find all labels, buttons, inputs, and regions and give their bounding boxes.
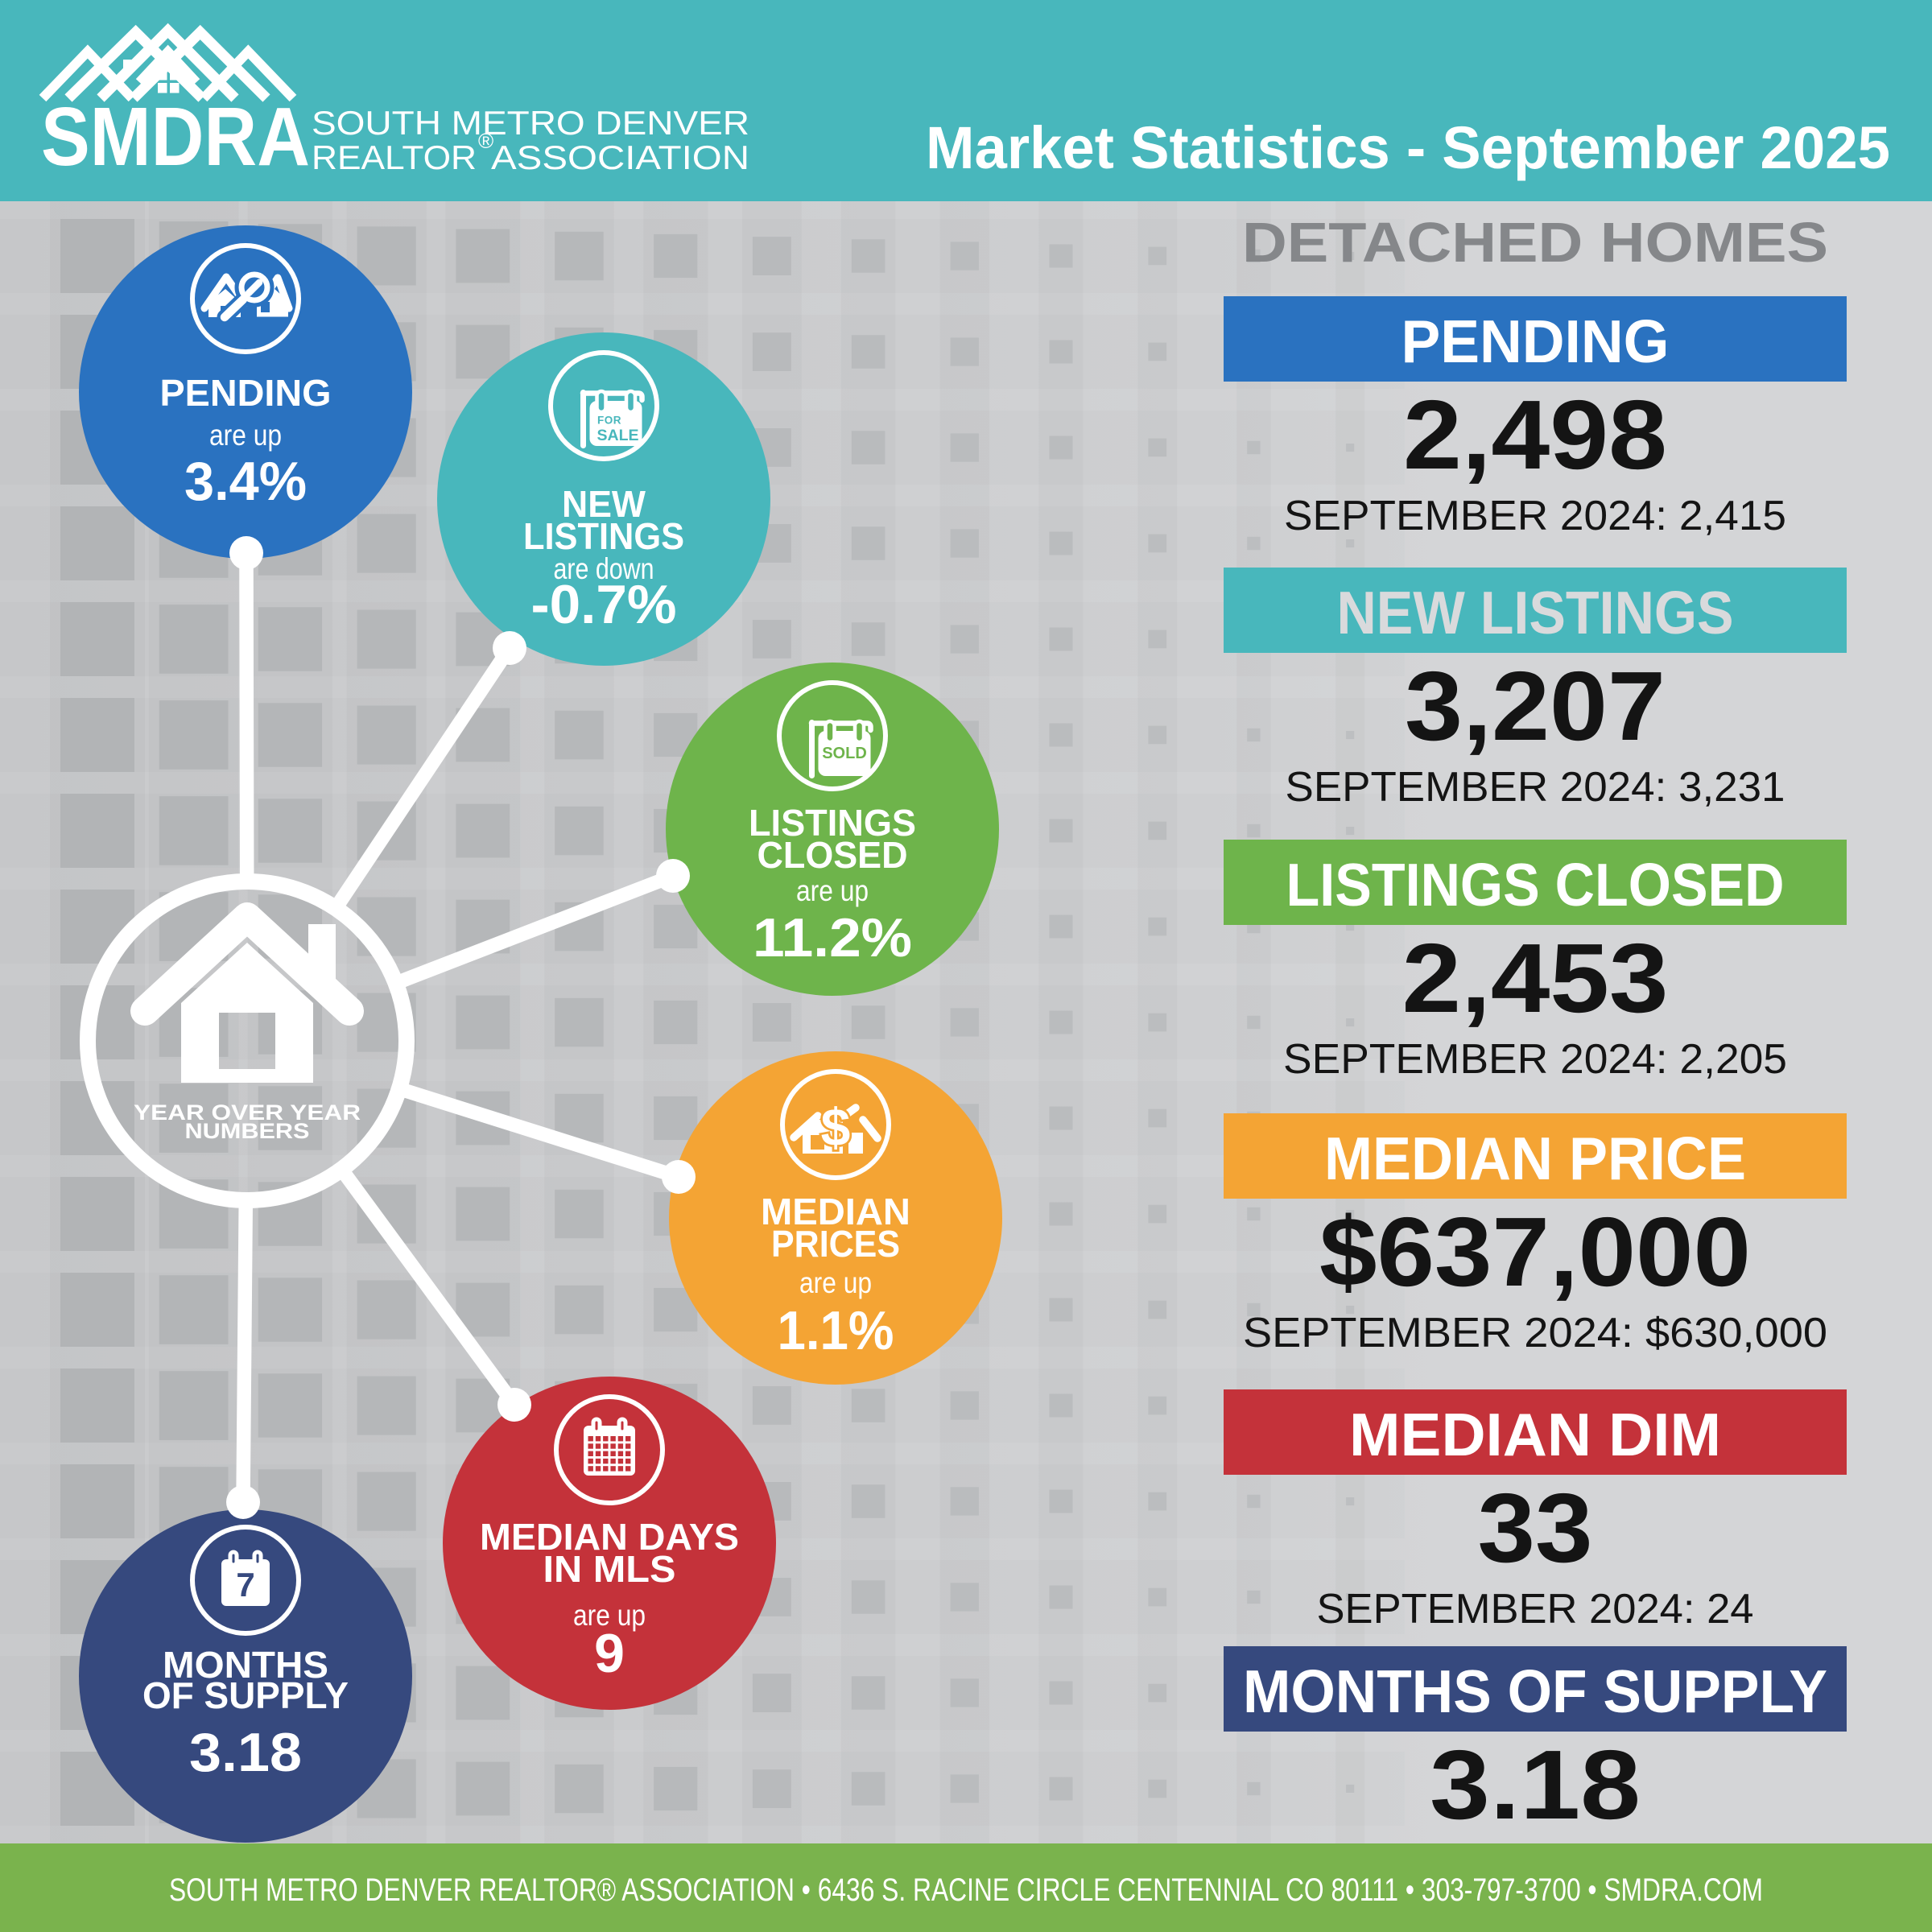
- svg-text:DETACHED HOMES: DETACHED HOMES: [1242, 211, 1828, 274]
- svg-text:FOR: FOR: [597, 415, 621, 427]
- svg-text:3.18: 3.18: [189, 1722, 302, 1783]
- svg-text:MEDIAN PRICE: MEDIAN PRICE: [1324, 1125, 1746, 1192]
- svg-text:SEPTEMBER 2024: 3,231: SEPTEMBER 2024: 3,231: [1286, 764, 1785, 811]
- svg-text:SALE: SALE: [597, 427, 639, 444]
- svg-text:SEPTEMBER 2024: 24: SEPTEMBER 2024: 24: [1317, 1586, 1754, 1633]
- svg-text:MEDIAN DIM: MEDIAN DIM: [1349, 1401, 1721, 1468]
- svg-text:3.4%: 3.4%: [184, 451, 307, 512]
- svg-text:IN MLS: IN MLS: [543, 1548, 676, 1590]
- svg-text:ASSOCIATION: ASSOCIATION: [491, 138, 749, 176]
- svg-text:are up: are up: [796, 874, 869, 907]
- svg-text:SEPTEMBER 2024: 2,415: SEPTEMBER 2024: 2,415: [1284, 493, 1786, 539]
- svg-text:LISTINGS: LISTINGS: [749, 802, 916, 844]
- svg-text:MONTHS OF SUPPLY: MONTHS OF SUPPLY: [1243, 1657, 1827, 1725]
- svg-text:33: 33: [1478, 1473, 1593, 1583]
- svg-text:MEDIAN: MEDIAN: [761, 1191, 910, 1232]
- svg-text:OF SUPPLY: OF SUPPLY: [142, 1674, 349, 1716]
- svg-text:CLOSED: CLOSED: [758, 834, 908, 876]
- svg-text:®: ®: [478, 129, 493, 153]
- svg-text:PRICES: PRICES: [771, 1223, 900, 1265]
- svg-text:7: 7: [236, 1566, 254, 1604]
- svg-text:LISTINGS CLOSED: LISTINGS CLOSED: [1286, 851, 1785, 919]
- svg-text:SOLD: SOLD: [822, 745, 867, 762]
- svg-text:2,453: 2,453: [1402, 923, 1669, 1033]
- svg-text:11.2%: 11.2%: [753, 907, 912, 968]
- svg-text:Market Statistics - September: Market Statistics - September 2025: [926, 114, 1890, 181]
- svg-text:SMDRA: SMDRA: [41, 90, 310, 183]
- svg-text:1.1%: 1.1%: [778, 1300, 894, 1361]
- svg-text:LISTINGS: LISTINGS: [523, 515, 684, 557]
- svg-text:SOUTH METRO DENVER: SOUTH METRO DENVER: [312, 104, 749, 142]
- svg-text:-0.7%: -0.7%: [531, 574, 677, 635]
- svg-text:SEPTEMBER 2024: 2,205: SEPTEMBER 2024: 2,205: [1283, 1036, 1787, 1083]
- svg-text:9: 9: [594, 1623, 625, 1684]
- svg-text:NUMBERS: NUMBERS: [185, 1119, 310, 1143]
- svg-text:$: $: [821, 1097, 851, 1157]
- svg-text:NEW: NEW: [562, 483, 646, 525]
- svg-text:REALTOR: REALTOR: [312, 138, 477, 176]
- svg-text:YEAR OVER YEAR: YEAR OVER YEAR: [134, 1100, 361, 1125]
- svg-text:3,207: 3,207: [1405, 651, 1666, 761]
- svg-text:are up: are up: [209, 419, 282, 452]
- svg-text:2,498: 2,498: [1403, 380, 1667, 489]
- svg-text:MONTHS: MONTHS: [163, 1644, 328, 1686]
- svg-text:PENDING: PENDING: [1402, 308, 1670, 375]
- svg-text:MEDIAN DAYS: MEDIAN DAYS: [480, 1516, 739, 1558]
- svg-text:are up: are up: [573, 1599, 646, 1632]
- svg-text:3.18: 3.18: [1430, 1730, 1641, 1839]
- svg-text:$637,000: $637,000: [1319, 1197, 1751, 1307]
- svg-text:SOUTH METRO DENVER REALTOR® AS: SOUTH METRO DENVER REALTOR® ASSOCIATION …: [169, 1872, 1763, 1908]
- svg-text:are down: are down: [554, 552, 654, 585]
- svg-text:NEW LISTINGS: NEW LISTINGS: [1337, 579, 1734, 646]
- svg-text:are up: are up: [799, 1266, 872, 1299]
- svg-text:SEPTEMBER 2024: $630,000: SEPTEMBER 2024: $630,000: [1243, 1310, 1827, 1356]
- svg-text:PENDING: PENDING: [160, 372, 332, 414]
